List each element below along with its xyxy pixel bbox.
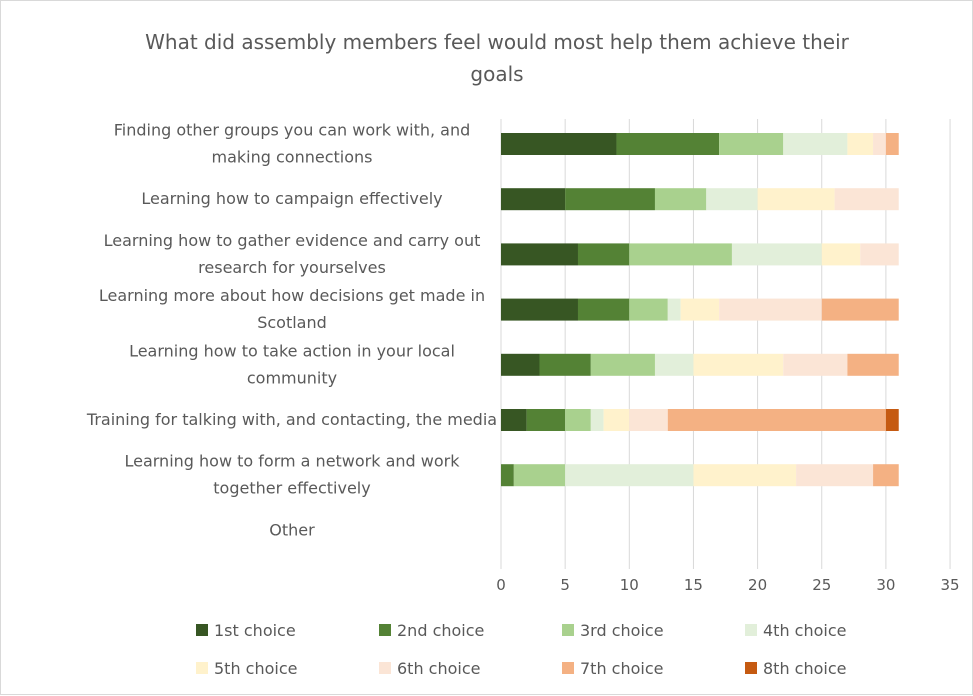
bar-segment-4 <box>731 243 822 266</box>
bar-segment-4 <box>565 464 694 487</box>
legend-label: 3rd choice <box>580 621 664 640</box>
legend-swatch <box>196 624 208 636</box>
x-tick-label: 25 <box>812 576 831 594</box>
category-label: Learning how to campaign effectively <box>141 189 442 208</box>
bar-segment-4 <box>654 353 694 376</box>
legend-label: 5th choice <box>214 659 298 678</box>
bar-segment-1 <box>501 409 527 431</box>
bar-segment-5 <box>847 133 874 155</box>
x-tick-label: 35 <box>941 576 960 594</box>
bar-segment-7 <box>821 298 899 321</box>
legend-label: 6th choice <box>397 659 481 678</box>
category-label: Learning how to form a network and work <box>124 452 460 471</box>
bar-segment-3 <box>590 353 655 376</box>
bar-segment-8 <box>885 409 899 431</box>
category-label: Learning how to take action in your loca… <box>129 341 455 360</box>
category-label: Learning how to gather evidence and carr… <box>104 231 481 250</box>
bar-segment-4 <box>590 409 604 431</box>
category-label: making connections <box>212 148 373 167</box>
category-label: research for yourselves <box>198 258 386 277</box>
bar-segment-3 <box>719 133 784 155</box>
bar-segment-6 <box>873 133 886 155</box>
gridlines <box>500 119 951 569</box>
bar-segment-7 <box>873 464 899 487</box>
x-tick-label: 20 <box>748 576 767 594</box>
x-tick-label: 5 <box>560 576 570 594</box>
bar-segment-2 <box>577 298 630 321</box>
chart-title-line-1: What did assembly members feel would mos… <box>145 30 850 54</box>
chart-title: What did assembly members feel would mos… <box>145 30 850 86</box>
bar-segment-2 <box>539 353 591 376</box>
bar-segment-6 <box>796 464 874 487</box>
bar-segment-1 <box>501 133 617 155</box>
bar-segment-1 <box>501 298 578 321</box>
x-tick-label: 15 <box>684 576 703 594</box>
legend-swatch <box>562 624 574 636</box>
x-tick-label: 10 <box>620 576 639 594</box>
legend-label: 8th choice <box>763 659 847 678</box>
bar-segment-5 <box>821 243 861 266</box>
bar-segment-7 <box>885 133 899 155</box>
chart-title-line-2: goals <box>470 62 523 86</box>
bar-segment-5 <box>680 298 720 321</box>
legend-label: 2nd choice <box>397 621 484 640</box>
category-label: Learning more about how decisions get ma… <box>99 286 485 305</box>
bar-segment-3 <box>654 188 707 211</box>
category-label: Other <box>269 520 315 539</box>
category-label: Training for talking with, and contactin… <box>86 410 497 429</box>
x-tick-label: 0 <box>496 576 506 594</box>
bar-segment-7 <box>847 353 899 376</box>
legend-swatch <box>745 624 757 636</box>
bars <box>501 133 899 487</box>
legend-swatch <box>562 662 574 674</box>
legend-label: 1st choice <box>214 621 296 640</box>
legend-label: 7th choice <box>580 659 664 678</box>
bar-segment-6 <box>719 298 822 321</box>
bar-segment-3 <box>513 464 566 487</box>
bar-segment-2 <box>526 409 566 431</box>
category-label: community <box>247 368 337 387</box>
bar-segment-5 <box>757 188 835 211</box>
category-label: Scotland <box>257 313 327 332</box>
bar-segment-1 <box>501 188 566 211</box>
legend-swatch <box>196 662 208 674</box>
bar-segment-1 <box>501 353 540 376</box>
bar-segment-2 <box>565 188 655 211</box>
bar-segment-5 <box>693 464 797 487</box>
category-label: Finding other groups you can work with, … <box>114 121 471 140</box>
bar-segment-1 <box>501 243 578 266</box>
bar-segment-6 <box>783 353 848 376</box>
legend-label: 4th choice <box>763 621 847 640</box>
category-labels: Finding other groups you can work with, … <box>86 121 497 540</box>
bar-segment-2 <box>501 464 514 487</box>
bar-segment-6 <box>629 409 668 431</box>
bar-segment-6 <box>860 243 899 266</box>
bar-segment-3 <box>629 298 668 321</box>
bar-segment-3 <box>629 243 732 266</box>
bar-segment-5 <box>693 353 784 376</box>
bar-segment-4 <box>783 133 848 155</box>
legend-swatch <box>379 624 391 636</box>
legend: 1st choice 2nd choice 3rd choice 4th choice… <box>196 621 847 678</box>
legend-swatch <box>745 662 757 674</box>
bar-segment-6 <box>834 188 899 211</box>
bar-segment-2 <box>577 243 630 266</box>
category-label: together effectively <box>213 479 370 498</box>
bar-segment-7 <box>667 409 886 431</box>
legend-swatch <box>379 662 391 674</box>
x-tick-label: 30 <box>876 576 895 594</box>
bar-segment-4 <box>667 298 681 321</box>
bar-segment-4 <box>706 188 758 211</box>
bar-segment-5 <box>603 409 630 431</box>
bar-segment-2 <box>616 133 720 155</box>
x-axis-tick-labels: 0 5 10 15 20 25 30 35 <box>496 576 959 594</box>
bar-segment-3 <box>565 409 591 431</box>
